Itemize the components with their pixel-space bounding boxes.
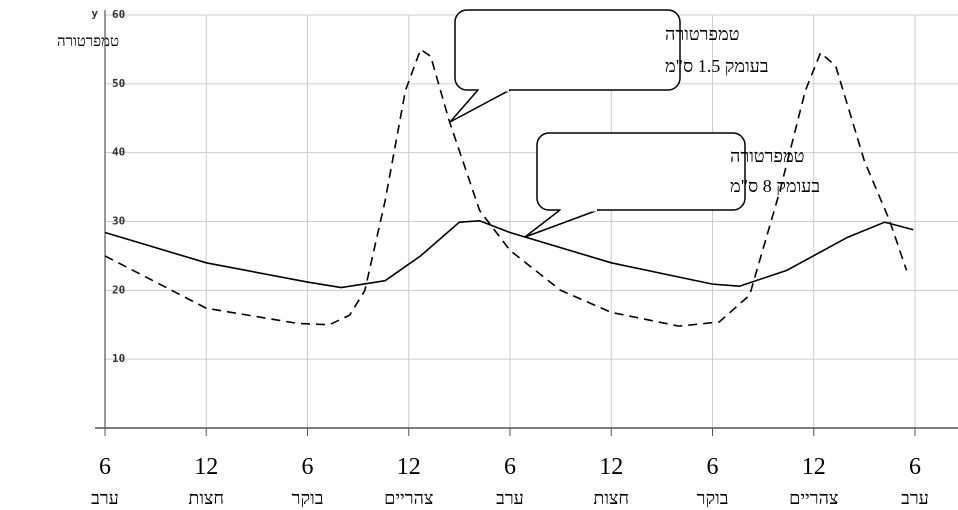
x-tick-label: 12 [194, 454, 218, 480]
x-tick-label: 12 [599, 454, 623, 480]
x-tick-label: 6 [504, 454, 516, 480]
annotation: בעומק 8 ס"מ [730, 176, 820, 196]
x-tick-sublabel: ערב [496, 488, 524, 508]
callout-box [454, 9, 681, 91]
x-tick-sublabel: צהריים [384, 488, 433, 508]
x-tick-label: 6 [909, 454, 921, 480]
callout-tail [524, 209, 599, 238]
x-tick-sublabel: חצות [593, 488, 629, 508]
callout-box [536, 132, 746, 211]
y-tick-label: 30 [112, 215, 125, 228]
x-tick-sublabel: ערב [91, 488, 119, 508]
y-tick-label: 50 [112, 77, 125, 90]
x-tick-label: 12 [802, 454, 826, 480]
x-tick-label: 6 [302, 454, 314, 480]
data-line [104, 220, 914, 289]
y-axis-symbol: y [91, 7, 98, 20]
x-tick-sublabel: צהריים [789, 488, 838, 508]
y-axis-label: טמפרטורה [57, 34, 119, 50]
x-tick-label: 6 [99, 454, 111, 480]
x-tick-sublabel: חצות [188, 488, 224, 508]
x-tick-sublabel: בוקר [292, 488, 324, 508]
x-tick-sublabel: ערב [901, 488, 929, 508]
annotation: טמפרטורה [665, 24, 740, 44]
y-tick-label: 20 [112, 283, 125, 296]
x-tick-label: 6 [707, 454, 719, 480]
callout-tail [449, 89, 511, 123]
x-tick-label: 12 [397, 454, 421, 480]
y-tick-label: 60 [112, 8, 125, 21]
y-tick-label: 10 [112, 352, 125, 365]
x-tick-sublabel: בוקר [697, 488, 729, 508]
y-tick-label: 40 [112, 146, 125, 159]
annotation: בעומק 1.5 ס"מ [665, 56, 769, 76]
annotation: טמפרטורה [730, 146, 805, 166]
data-line [104, 48, 908, 327]
